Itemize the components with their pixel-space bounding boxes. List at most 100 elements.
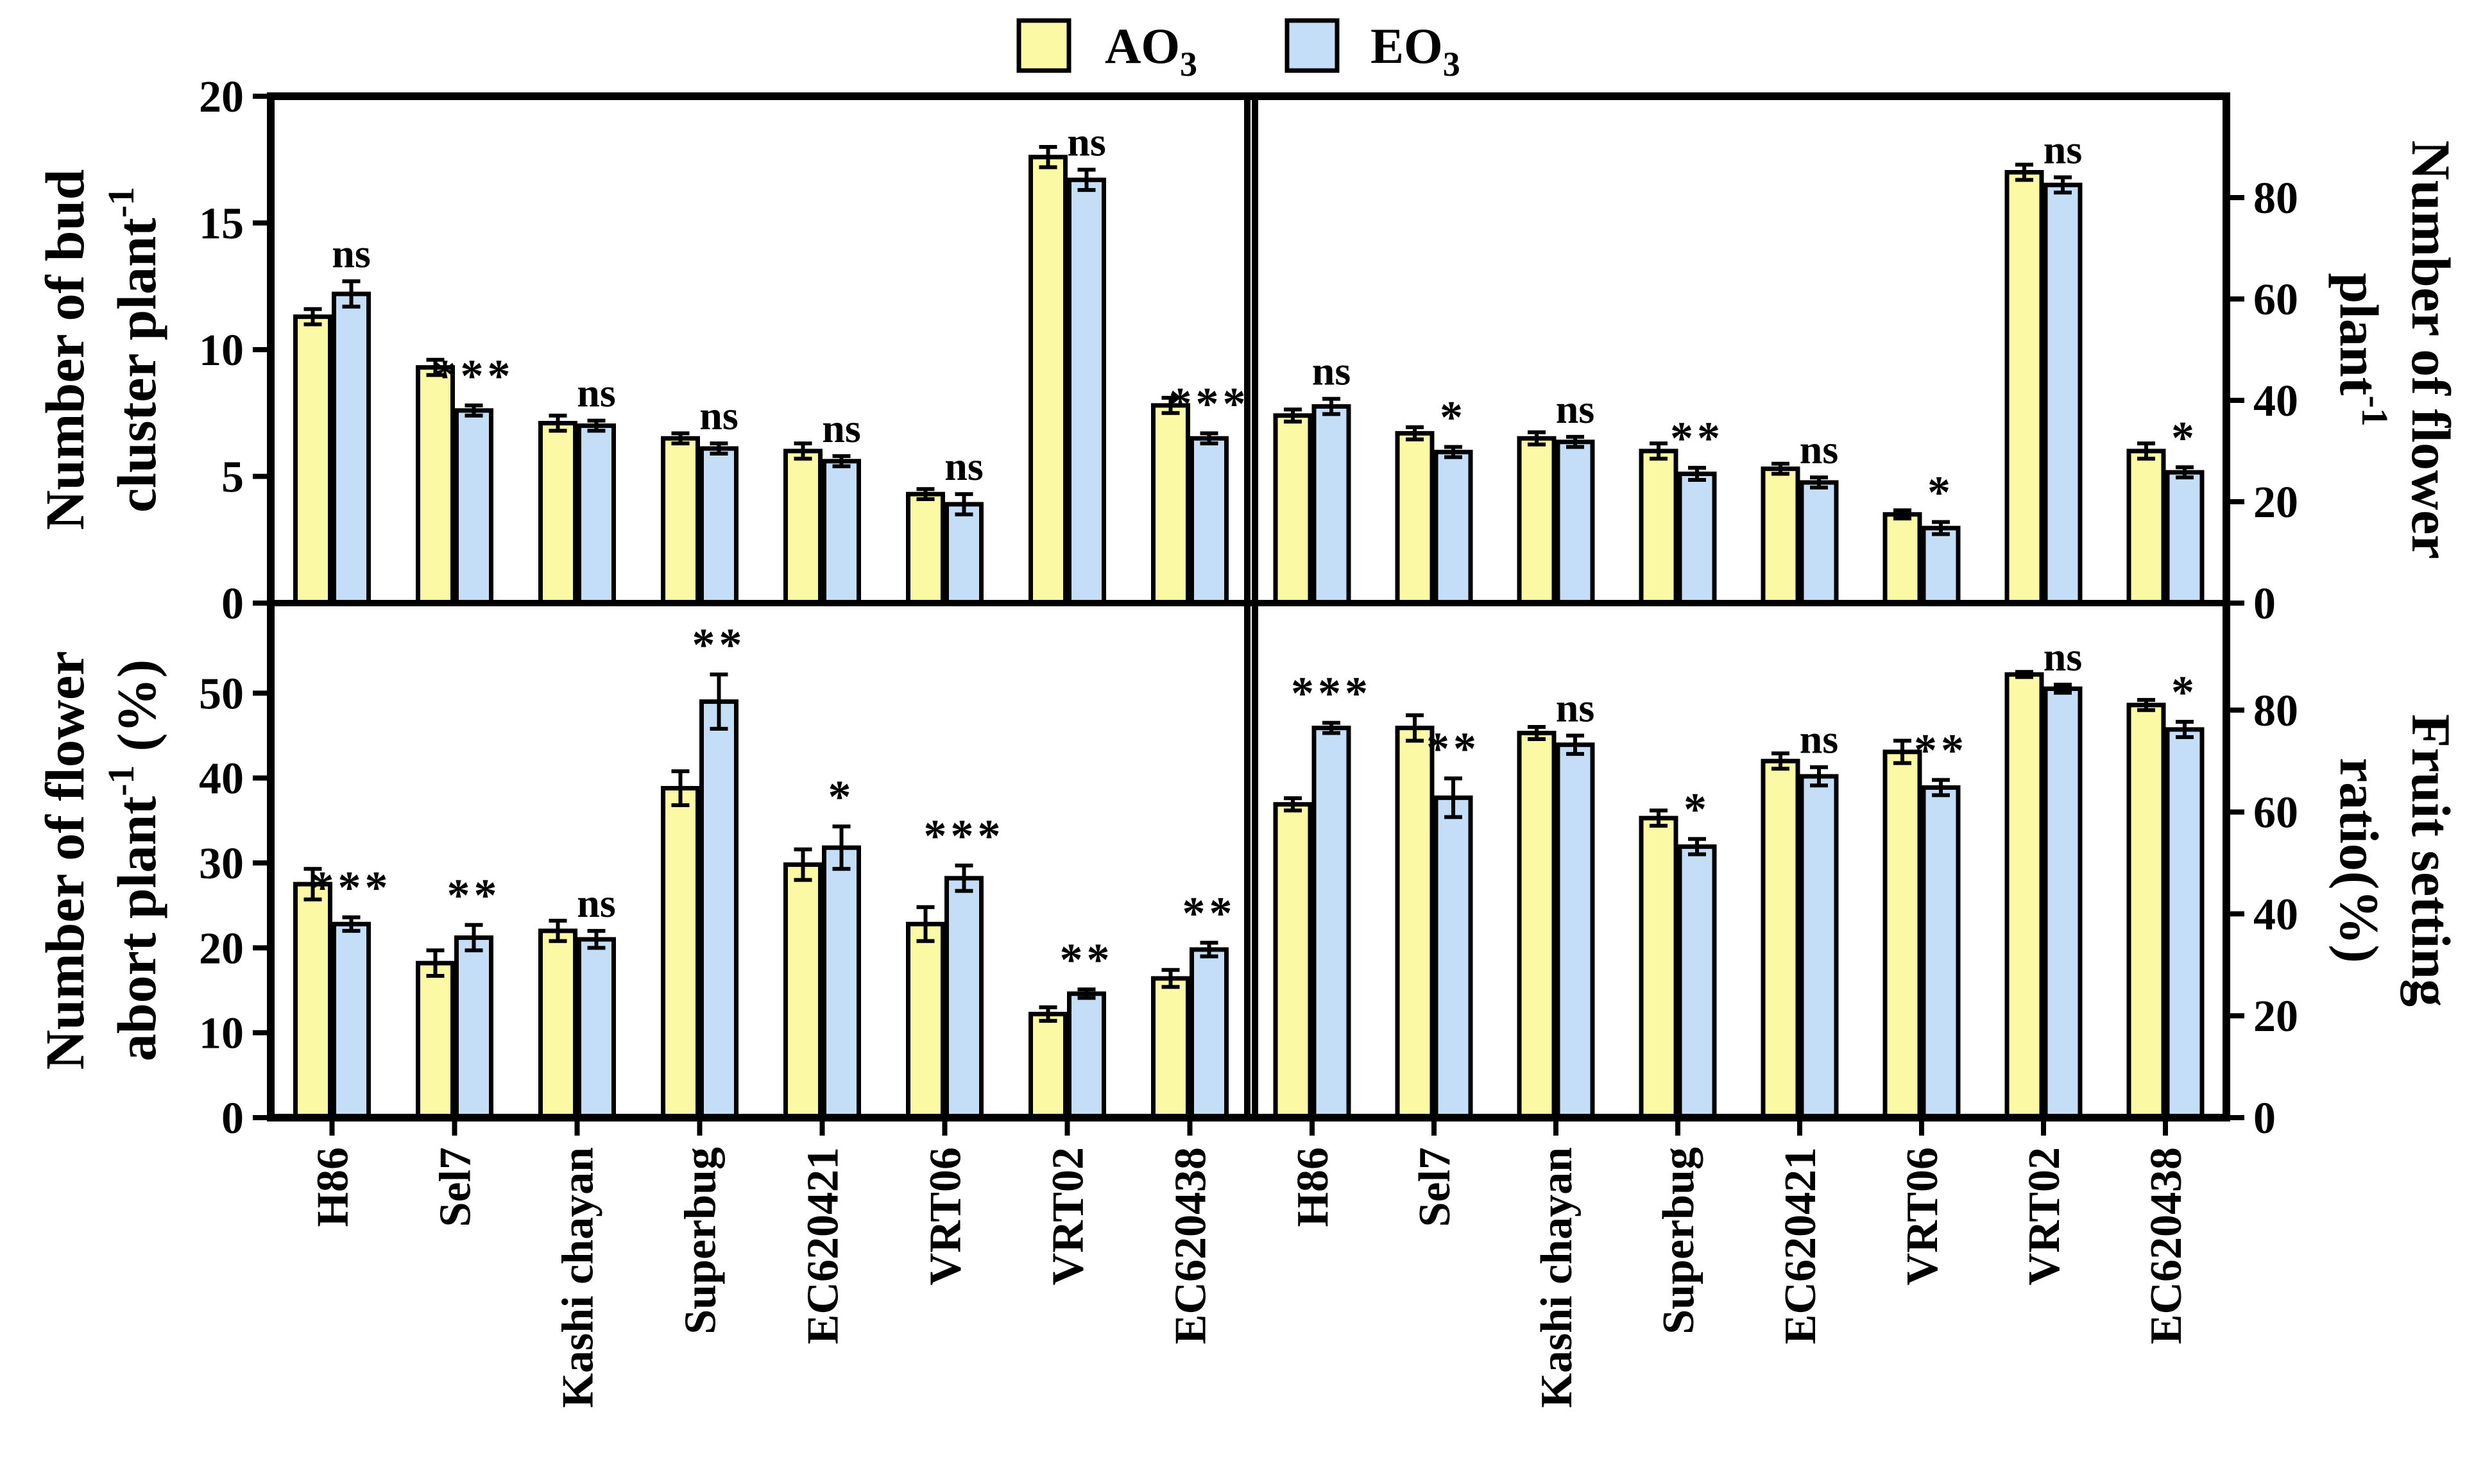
y-tick-label: 0	[2253, 579, 2276, 629]
bar-ao3	[661, 436, 700, 606]
y-tick-label: 50	[199, 669, 244, 719]
y-axis-title-line: plant-1	[2328, 273, 2396, 427]
bar-ao3	[1151, 403, 1190, 606]
bar-eo3	[2165, 727, 2205, 1120]
x-tick-label: Kashi chayan	[554, 1147, 603, 1408]
bar-eo3	[1921, 525, 1961, 606]
y-tick-label: 15	[199, 200, 244, 249]
bar-eo3	[822, 845, 861, 1120]
bar-eo3	[332, 921, 371, 1120]
significance-label: **	[1060, 934, 1114, 985]
x-tick-label: Superbug	[676, 1147, 726, 1335]
significance-label: **	[447, 870, 501, 921]
bar-eo3	[699, 446, 738, 606]
y-tick-label: 0	[2253, 1094, 2276, 1143]
bar-eo3	[1433, 795, 1473, 1120]
significance-label: ns	[822, 405, 861, 451]
bar-ao3	[1882, 512, 1922, 606]
bar-eo3	[699, 699, 738, 1120]
bar-eo3	[454, 935, 493, 1120]
y-axis-title: Number of bud cluster plant-1	[34, 169, 167, 530]
significance-label: *	[1684, 784, 1711, 835]
significance-label: ns	[1067, 119, 1106, 165]
x-tick-label: H86	[309, 1147, 358, 1227]
y-tick-label: 10	[199, 1009, 244, 1059]
x-tick-label: VRT06	[921, 1147, 971, 1285]
bar-eo3	[1555, 439, 1595, 606]
bar-ao3	[661, 786, 700, 1120]
bar-eo3	[2043, 182, 2083, 606]
y-tick-label: 60	[2253, 789, 2298, 838]
x-tick-label: EC620438	[2142, 1147, 2191, 1344]
significance-label: ns	[577, 370, 616, 416]
y-tick-label: 40	[2253, 377, 2298, 426]
x-tick-label: EC620438	[1166, 1147, 1216, 1344]
significance-label: **	[1182, 887, 1236, 939]
y-axis-title-line: abort plant-1 (%)	[100, 660, 167, 1061]
y-tick-label: 20	[199, 924, 244, 973]
y-tick-label: 30	[199, 839, 244, 889]
bar-ao3	[416, 960, 455, 1120]
significance-label: ns	[2044, 634, 2083, 679]
significance-label: *	[1927, 467, 1954, 518]
bar-eo3	[2043, 686, 2083, 1120]
x-tick-label: H86	[1288, 1147, 1338, 1227]
bar-ao3	[1395, 726, 1435, 1120]
significance-label: ns	[1556, 685, 1595, 731]
y-tick-label: 20	[199, 72, 244, 122]
significance-label: ***	[311, 862, 392, 914]
bar-eo3	[332, 291, 371, 606]
significance-label: **	[1426, 723, 1480, 774]
y-axis-title-line: Fruit setting	[2400, 714, 2462, 1007]
bar-eo3	[577, 937, 616, 1120]
bar-eo3	[822, 459, 861, 606]
y-axis-title-line: ratio(%)	[2328, 758, 2390, 963]
bar-eo3	[1067, 177, 1106, 606]
bar-eo3	[1433, 450, 1473, 606]
significance-label: ns	[332, 230, 371, 276]
bar-ao3	[783, 448, 823, 606]
legend-label-ao3: AO3	[1105, 18, 1197, 83]
significance-label: *	[828, 771, 855, 823]
bar-ao3	[538, 421, 577, 606]
y-tick-label: 40	[199, 755, 244, 804]
bar-eo3	[1677, 472, 1717, 606]
bar-ao3	[1028, 1012, 1068, 1120]
significance-label: ***	[1169, 378, 1250, 429]
outer-frame	[267, 92, 2230, 1122]
bar-eo3	[944, 502, 984, 606]
legend-label-eo3: EO3	[1370, 18, 1460, 83]
y-tick-label: 80	[2253, 687, 2298, 736]
panel-frames	[267, 92, 2230, 1122]
bar-eo3	[1311, 726, 1351, 1120]
x-tick-label: Kashi chayan	[1532, 1147, 1582, 1408]
y-axis-title-line: Number of bud	[34, 169, 96, 530]
bar-eo3	[1555, 742, 1595, 1120]
x-tick-label: VRT02	[2020, 1147, 2069, 1285]
bar-ao3	[2126, 703, 2166, 1120]
y-tick-label: 60	[2253, 275, 2298, 325]
bar-ao3	[1761, 758, 1800, 1120]
significance-label: **	[1914, 725, 1968, 776]
y-tick-label: 10	[199, 326, 244, 375]
significance-label: ns	[1556, 386, 1595, 432]
bar-ao3	[906, 491, 945, 606]
x-tick-label: EC620421	[799, 1147, 848, 1344]
legend-swatch-eo3	[1284, 18, 1340, 73]
bar-ao3	[1028, 155, 1068, 606]
significance-label: ns	[577, 880, 616, 926]
bar-ao3	[1273, 802, 1313, 1120]
significance-label: ***	[1291, 668, 1372, 719]
y-tick-label: 0	[221, 1094, 244, 1143]
bar-eo3	[1677, 844, 1717, 1120]
bar-ao3	[2004, 170, 2044, 606]
bar-eo3	[1067, 991, 1106, 1120]
bar-ao3	[1639, 815, 1678, 1120]
bar-ao3	[2004, 672, 2044, 1120]
y-tick-label: 40	[2253, 890, 2298, 939]
y-tick-label: 20	[2253, 992, 2298, 1041]
bar-eo3	[1799, 774, 1839, 1120]
